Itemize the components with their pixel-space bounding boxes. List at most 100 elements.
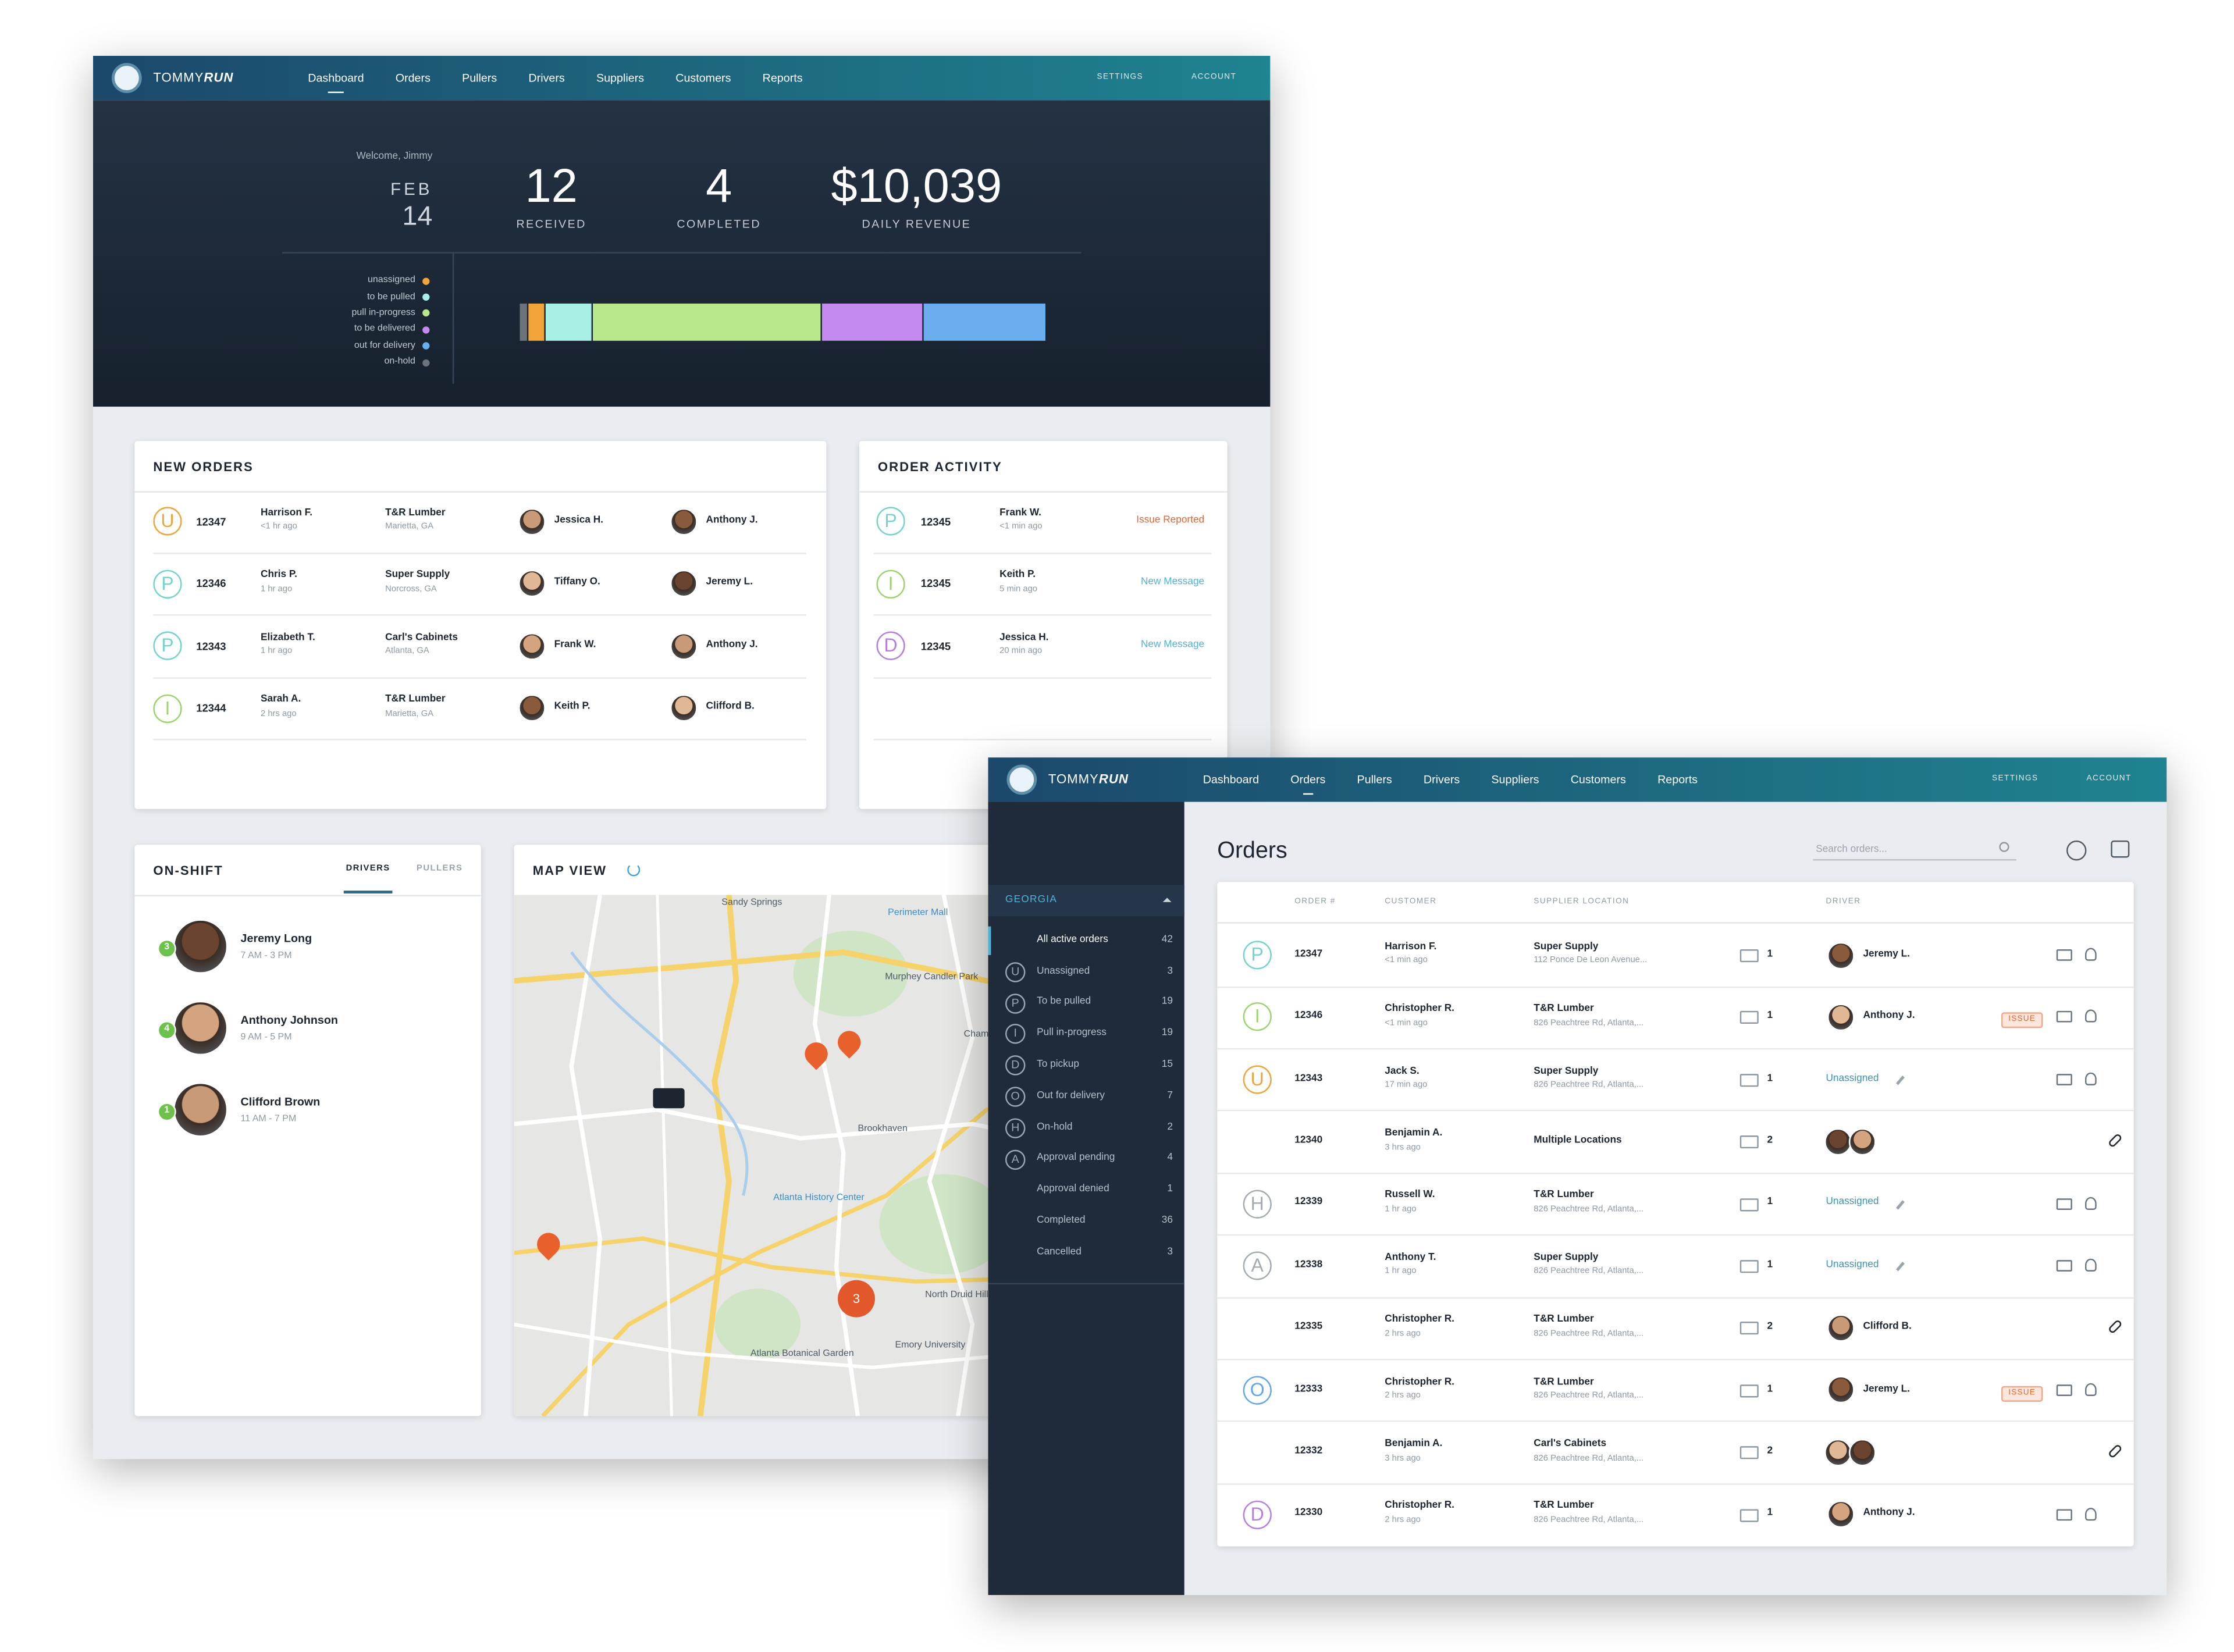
mail-icon[interactable] <box>2056 1260 2072 1272</box>
supplier-address: 826 Peachtree Rd, Atlanta,... <box>1534 1019 1644 1028</box>
tab[interactable]: PULLERS <box>417 865 463 874</box>
nav-link[interactable]: Customers <box>675 72 731 85</box>
nav-link[interactable]: Drivers <box>1423 773 1460 786</box>
mail-icon[interactable] <box>2056 1198 2072 1209</box>
region-name[interactable]: GEORGIA <box>1005 894 1058 905</box>
shift-hours: 9 AM - 5 PM <box>240 1032 292 1043</box>
assign-icon[interactable] <box>2085 1196 2097 1209</box>
card-divider <box>134 895 482 896</box>
order-time: 3 hrs ago <box>1385 1143 1421 1152</box>
nav-right-link[interactable]: SETTINGS <box>1097 73 1144 82</box>
nav-right-link[interactable]: ACCOUNT <box>2086 775 2132 784</box>
active-underline <box>327 91 344 93</box>
nav-link[interactable]: Dashboard <box>308 72 364 93</box>
map-label: Atlanta History Center <box>773 1192 865 1203</box>
activity-message[interactable]: Issue Reported <box>1136 515 1205 525</box>
assign-icon[interactable] <box>2085 948 2097 961</box>
supplier-location: Marietta, GA <box>385 710 434 719</box>
mail-icon[interactable] <box>2056 1011 2072 1023</box>
row-divider <box>873 614 1212 616</box>
status-circle: P <box>153 631 182 660</box>
map-cluster[interactable]: 3 <box>838 1280 875 1318</box>
order-row[interactable] <box>1217 1360 2133 1422</box>
order-row[interactable] <box>1217 987 2133 1049</box>
row-divider <box>1217 1296 2134 1298</box>
nav-link[interactable]: Pullers <box>1357 773 1392 786</box>
mail-icon[interactable] <box>2056 949 2072 961</box>
nav-link[interactable]: Orders <box>1290 773 1325 795</box>
truck-count: 1 <box>1767 1073 1773 1084</box>
truck-icon[interactable] <box>1739 1073 1759 1087</box>
assign-icon[interactable] <box>2085 1507 2097 1521</box>
truck-icon[interactable] <box>1739 949 1759 963</box>
driver-name[interactable]: Unassigned <box>1826 1197 1879 1208</box>
nav-link[interactable]: Pullers <box>462 72 497 85</box>
nav-right-link[interactable]: SETTINGS <box>1992 775 2039 784</box>
issue-badge[interactable]: ISSUE <box>2001 1385 2043 1401</box>
tab[interactable]: DRIVERS <box>346 865 390 874</box>
truck-icon[interactable] <box>1739 1384 1759 1397</box>
activity-message[interactable]: New Message <box>1140 577 1205 588</box>
row-divider <box>873 551 1212 554</box>
row-divider <box>153 677 806 678</box>
map-label: Emory University <box>895 1340 966 1351</box>
assign-icon[interactable] <box>2085 1258 2097 1272</box>
sidebar-item[interactable] <box>988 1208 1184 1236</box>
sidebar-label: Approval pending <box>1037 1153 1115 1163</box>
export-button[interactable] <box>2111 840 2130 858</box>
order-row[interactable] <box>1217 1173 2133 1235</box>
driver-name[interactable]: Unassigned <box>1826 1073 1879 1084</box>
truck-icon[interactable] <box>1739 1198 1759 1211</box>
mail-icon[interactable] <box>2056 1073 2072 1085</box>
truck-icon[interactable] <box>1739 1011 1759 1024</box>
row-divider <box>873 739 1212 740</box>
legend-dot <box>422 293 430 301</box>
search-icon[interactable] <box>1999 842 2009 852</box>
nav-link[interactable]: Reports <box>762 72 803 85</box>
order-row[interactable] <box>1217 925 2133 987</box>
customer-name: Christopher R. <box>1385 1315 1454 1325</box>
sidebar-item[interactable] <box>988 1238 1184 1267</box>
customer-name: Chris P. <box>261 570 297 581</box>
supplier-name: T&R Lumber <box>1534 1004 1594 1014</box>
mail-icon[interactable] <box>2056 1508 2072 1521</box>
order-row[interactable] <box>1217 1484 2133 1546</box>
status-circle: A <box>1243 1251 1272 1280</box>
truck-icon[interactable] <box>1739 1446 1759 1459</box>
assign-icon[interactable] <box>2085 1010 2097 1023</box>
driver-name: Jessica H. <box>554 515 603 525</box>
activity-message[interactable]: New Message <box>1140 639 1205 650</box>
driver-name[interactable]: Unassigned <box>1826 1259 1879 1270</box>
nav-link[interactable]: Drivers <box>528 72 565 85</box>
issue-badge[interactable]: ISSUE <box>2001 1012 2043 1028</box>
order-row[interactable] <box>1217 1112 2133 1173</box>
truck-icon[interactable] <box>1739 1260 1759 1273</box>
order-row[interactable] <box>1217 1298 2133 1359</box>
nav-link[interactable]: Suppliers <box>596 72 645 85</box>
search-input[interactable]: Search orders... <box>1816 844 1887 855</box>
nav-right-link[interactable]: ACCOUNT <box>1191 73 1237 82</box>
truck-icon[interactable] <box>1739 1135 1759 1149</box>
order-row[interactable] <box>1217 1422 2133 1484</box>
truck-icon[interactable] <box>1739 1508 1759 1522</box>
activity-time: 5 min ago <box>999 585 1038 594</box>
truck-icon[interactable] <box>1739 1322 1759 1336</box>
assign-icon[interactable] <box>2085 1072 2097 1085</box>
customer-name: Harrison F. <box>1385 942 1437 952</box>
avatar <box>1826 1376 1854 1404</box>
nav-link[interactable]: Orders <box>395 72 431 85</box>
assign-icon[interactable] <box>2085 1383 2097 1396</box>
order-row[interactable] <box>1217 1049 2133 1111</box>
status-icon: U <box>1005 962 1026 982</box>
row-divider <box>1217 1234 2134 1236</box>
nav-link[interactable]: Suppliers <box>1491 773 1539 786</box>
order-row[interactable] <box>1217 1236 2133 1297</box>
map-truck[interactable] <box>653 1088 685 1109</box>
nav-link[interactable]: Reports <box>1657 773 1698 786</box>
add-button[interactable] <box>2066 840 2087 861</box>
nav-link[interactable]: Customers <box>1570 773 1626 786</box>
mail-icon[interactable] <box>2056 1384 2072 1396</box>
nav-link[interactable]: Dashboard <box>1203 773 1260 786</box>
header: Welcome, Jimmy FEB 14 12 RECEIVED 4 COMPLETED $… <box>93 100 1271 407</box>
